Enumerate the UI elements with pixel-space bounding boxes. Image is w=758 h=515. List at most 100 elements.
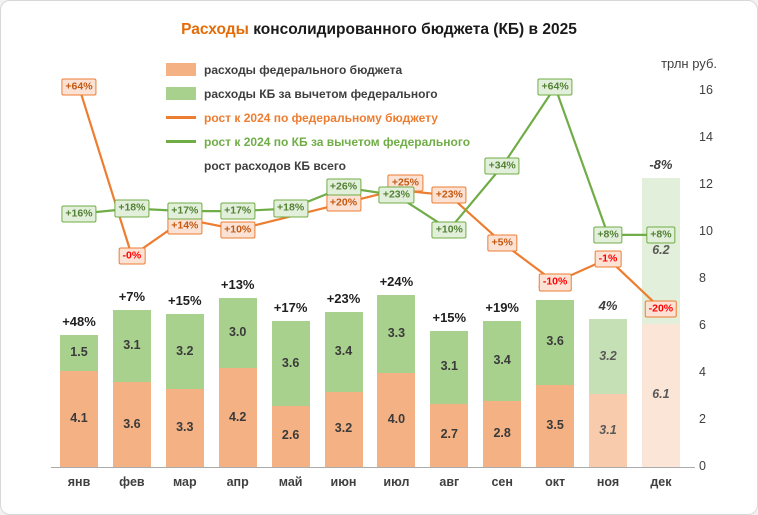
- legend-bar-swatch: [166, 87, 196, 100]
- legend-bar-swatch: [166, 63, 196, 76]
- month-label-мар: мар: [172, 475, 197, 489]
- total-growth-апр: +13%: [220, 276, 255, 292]
- y-axis-unit-label: трлн руб.: [661, 56, 717, 71]
- legend-item-0: расходы федерального бюджета: [166, 61, 470, 78]
- legend: расходы федерального бюджета расходы КБ з…: [166, 61, 470, 174]
- legend-item-2: рост к 2024 по федеральному бюджету: [166, 109, 470, 126]
- bar-value-regional-ноя: 3.2: [599, 348, 617, 363]
- bar-federal-янв: [60, 370, 98, 467]
- bar-federal-июн: [324, 391, 363, 467]
- bar-value-regional-окт: 3.6: [546, 334, 564, 349]
- bar-value-regional-июн: 3.4: [334, 343, 353, 358]
- x-axis-line: [51, 467, 695, 468]
- bar-value-federal-июн: 3.2: [334, 421, 353, 436]
- month-label-дек: дек: [650, 475, 672, 489]
- chart-title-rest: консолидированного бюджета (КБ) в 2025: [248, 21, 577, 38]
- bar-value-regional-дек: 6.2: [652, 242, 670, 257]
- federal-growth-label-июн: +20%: [325, 194, 362, 212]
- month-label-май: май: [278, 475, 303, 489]
- regional-growth-label-мар: +17%: [167, 202, 203, 220]
- total-growth-авг: +15%: [432, 309, 467, 325]
- federal-growth-label-ноя: -1%: [594, 250, 622, 268]
- bar-value-regional-июл: 3.3: [387, 326, 406, 341]
- total-growth-фев: +7%: [118, 288, 146, 304]
- bar-value-federal-мар: 3.3: [176, 420, 194, 435]
- bar-value-federal-июл: 4.0: [387, 412, 406, 426]
- y-tick-10: 10: [699, 224, 713, 238]
- regional-growth-label-авг: +10%: [431, 221, 467, 239]
- bar-value-federal-апр: 4.2: [228, 409, 247, 424]
- bar-regional-май: [271, 321, 310, 406]
- month-label-янв: янв: [67, 475, 91, 489]
- bar-regional-мар: [165, 314, 204, 390]
- bar-federal-окт: [536, 384, 575, 467]
- legend-label: рост к 2024 по КБ за вычетом федеральног…: [204, 134, 471, 149]
- bar-federal-мар: [165, 389, 204, 467]
- bar-value-regional-апр: 3.0: [228, 325, 247, 340]
- total-growth-сен: +19%: [485, 300, 519, 316]
- legend-item-3: рост к 2024 по КБ за вычетом федеральног…: [166, 133, 470, 150]
- total-growth-дек: -8%: [649, 156, 673, 172]
- month-label-апр: апр: [226, 475, 249, 489]
- month-label-июн: июн: [330, 475, 357, 489]
- chart-title-highlight: Расходы: [181, 21, 249, 38]
- month-label-фев: фев: [119, 475, 145, 489]
- bar-value-federal-май: 2.6: [281, 428, 300, 443]
- total-growth-янв: +48%: [62, 314, 96, 330]
- y-tick-8: 8: [699, 271, 706, 285]
- month-label-сен: сен: [491, 475, 513, 489]
- y-tick-6: 6: [699, 318, 706, 332]
- y-tick-12: 12: [699, 177, 713, 191]
- y-tick-16: 16: [699, 83, 713, 97]
- regional-growth-label-окт: +64%: [537, 78, 573, 96]
- federal-growth-label-авг: +23%: [431, 186, 467, 204]
- legend-line-swatch: [166, 140, 196, 143]
- month-label-июл: июл: [383, 475, 410, 489]
- federal-growth-label-дек: -20%: [644, 300, 678, 318]
- bar-value-federal-фев: 3.6: [123, 416, 141, 431]
- bar-federal-дек: [641, 323, 680, 467]
- federal-growth-label-окт: -10%: [538, 273, 572, 291]
- y-tick-4: 4: [699, 365, 706, 379]
- y-tick-2: 2: [699, 412, 706, 426]
- regional-growth-label-апр: +17%: [220, 202, 256, 220]
- bar-value-regional-мар: 3.2: [176, 343, 194, 358]
- bar-federal-сен: [483, 401, 522, 467]
- legend-item-4: рост расходов КБ всего: [166, 157, 470, 174]
- legend-label: расходы КБ за вычетом федерального: [204, 86, 438, 101]
- bar-federal-апр: [218, 368, 257, 467]
- bar-federal-май: [271, 405, 310, 467]
- legend-spacer: [166, 165, 196, 166]
- total-growth-июн: +23%: [326, 290, 361, 306]
- bar-value-regional-май: 3.6: [281, 355, 300, 370]
- regional-growth-label-фев: +18%: [114, 199, 150, 218]
- total-growth-мар: +15%: [167, 293, 202, 309]
- bar-value-regional-фев: 3.1: [123, 337, 141, 352]
- bar-federal-авг: [430, 403, 469, 467]
- bar-value-federal-сен: 2.8: [493, 426, 511, 441]
- bar-federal-июл: [377, 373, 416, 467]
- regional-growth-label-май: +18%: [273, 199, 309, 218]
- y-tick-0: 0: [699, 459, 706, 473]
- month-label-ноя: ноя: [596, 475, 620, 489]
- total-growth-ноя: 4%: [598, 297, 618, 313]
- bar-value-federal-ноя: 3.1: [599, 422, 617, 437]
- total-growth-июл: +24%: [379, 274, 414, 290]
- regional-growth-label-июн: +26%: [325, 178, 362, 196]
- regional-growth-label-янв: +16%: [61, 205, 97, 223]
- federal-growth-label-фев: -0%: [118, 247, 146, 265]
- bar-federal-ноя: [589, 394, 627, 467]
- legend-label: рост к 2024 по федеральному бюджету: [204, 110, 438, 125]
- month-label-авг: авг: [439, 475, 460, 489]
- bar-value-federal-окт: 3.5: [546, 417, 564, 432]
- bar-value-regional-сен: 3.4: [493, 353, 511, 368]
- federal-growth-label-мар: +14%: [167, 217, 203, 235]
- bar-value-federal-янв: 4.1: [70, 410, 88, 425]
- total-growth-май: +17%: [273, 300, 308, 316]
- bar-regional-окт: [536, 300, 575, 385]
- federal-growth-label-янв: +64%: [61, 78, 97, 96]
- legend-label: рост расходов КБ всего: [204, 158, 346, 173]
- regional-growth-label-июл: +23%: [378, 186, 414, 204]
- bar-regional-июн: [324, 311, 363, 392]
